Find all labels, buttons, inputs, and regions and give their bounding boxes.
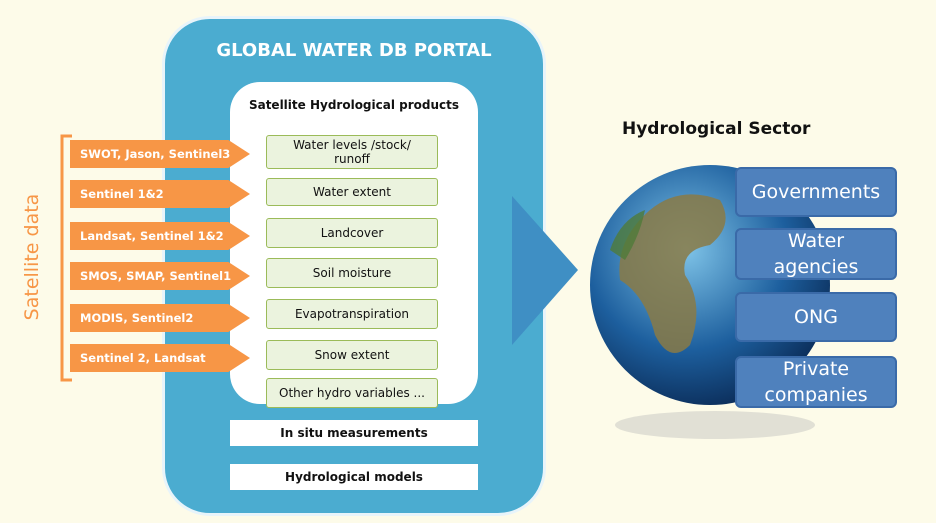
flow-arrow <box>512 196 578 345</box>
user-group: Governments <box>735 167 897 217</box>
globe-shadow <box>615 411 815 439</box>
satellite-source: Sentinel 2, Landsat <box>70 344 250 372</box>
bracket <box>62 136 72 380</box>
satellite-source: MODIS, Sentinel2 <box>70 304 250 332</box>
satellite-source: SWOT, Jason, Sentinel3 <box>70 140 250 168</box>
satellite-source: Sentinel 1&2 <box>70 180 250 208</box>
satellite-source: SMOS, SMAP, Sentinel1 <box>70 262 250 290</box>
user-group: Private companies <box>735 356 897 408</box>
diagram: GLOBAL WATER DB PORTAL Satellite Hydrolo… <box>0 0 936 523</box>
sector-title: Hydrological Sector <box>622 119 810 139</box>
user-group: ONG <box>735 292 897 342</box>
satellite-source: Landsat, Sentinel 1&2 <box>70 222 250 250</box>
user-group: Water agencies <box>735 228 897 280</box>
satellite-label: Satellite data <box>21 187 43 327</box>
